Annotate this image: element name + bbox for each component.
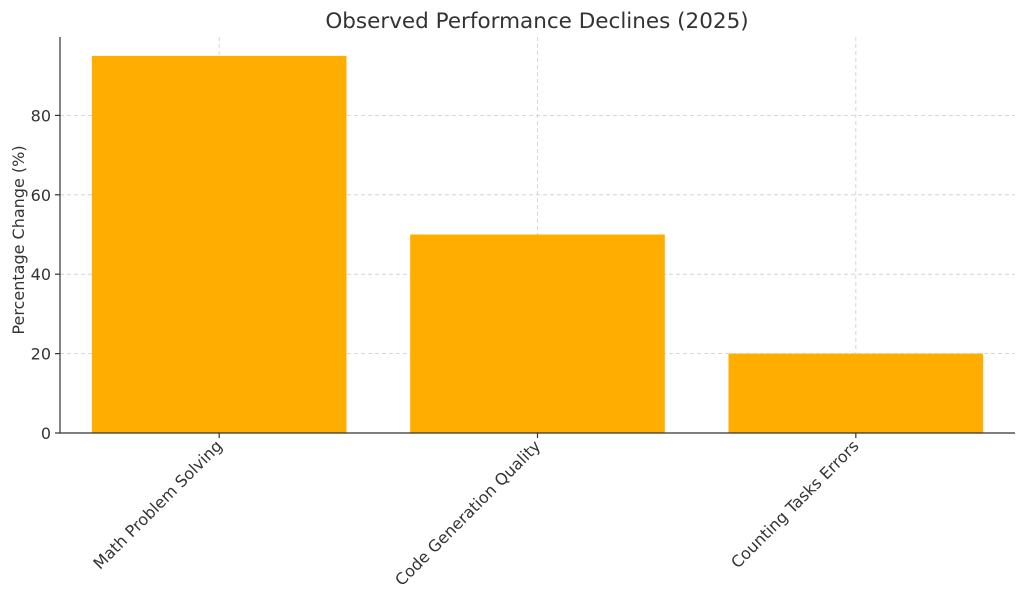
bar-0 [91, 55, 347, 433]
y-ticks: 0 20 40 60 80 [31, 106, 60, 443]
x-tick-label-2: Counting Tasks Errors [727, 436, 863, 572]
x-tick-label-1: Code Generation Quality [391, 436, 544, 589]
y-tick-label-3: 60 [31, 186, 51, 205]
x-tick-label-0: Math Problem Solving [89, 436, 226, 573]
y-tick-label-1: 20 [31, 345, 51, 364]
y-tick-label-2: 40 [31, 265, 51, 284]
x-ticks: Math Problem Solving Code Generation Qual… [89, 433, 863, 590]
chart-title: Observed Performance Declines (2025) [325, 9, 748, 34]
bars [91, 55, 984, 433]
bar-2 [728, 353, 984, 433]
bar-1 [410, 234, 665, 433]
y-axis-label: Percentage Change (%) [9, 145, 28, 334]
y-tick-label-4: 80 [31, 106, 51, 125]
y-tick-label-0: 0 [41, 424, 51, 443]
